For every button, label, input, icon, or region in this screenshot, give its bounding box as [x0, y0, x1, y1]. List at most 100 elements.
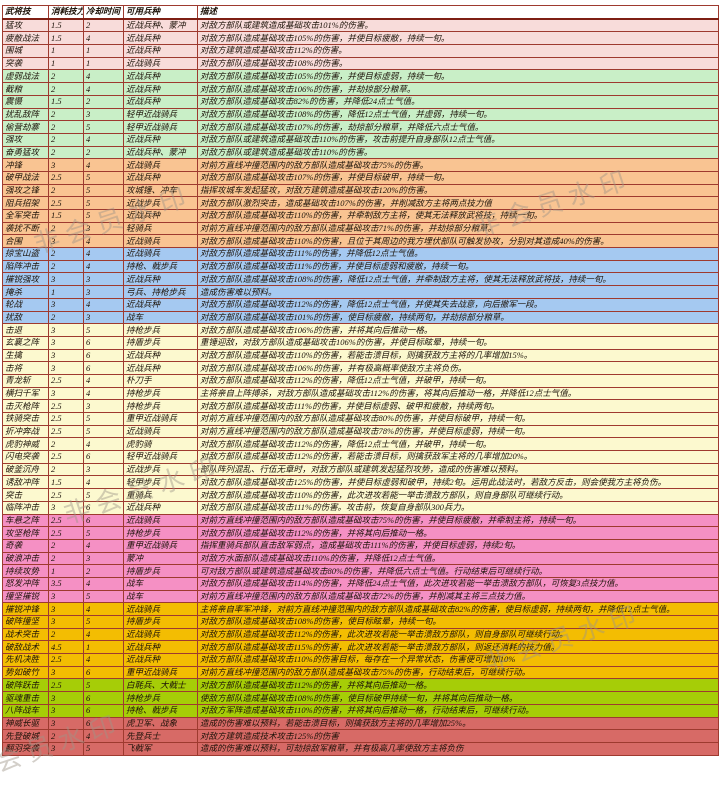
description-cell: 对敌方部队造成基础攻击108%的伤害。: [197, 56, 719, 71]
skill-name-cell: 青龙斩: [2, 373, 49, 388]
table-row: 掠宝山盗 2 4 近战骑兵 对敌方部队造成基础攻击111%的伤害，并降低12点士气值。: [2, 247, 719, 261]
description-cell: 对前方直线冲撞范围内的敌方部队造成基础攻击75%的伤害，并使目标疲敝，并牵制主将…: [197, 513, 719, 528]
table-row: 翻羽突袭 3 5 飞戟军 造成的伤害难以预料，可劫掠敌军粮草，并有极高几率使敌方主将负伤: [2, 741, 719, 756]
skill-name-cell: 掠宝山盗: [2, 247, 49, 261]
units-cell: 近战骑兵: [123, 158, 198, 172]
table-row: 奇袭 2 4 重甲近战骑兵 指挥重骑兵部队直击敌军弱点，造成基础攻击111%的伤害，并使…: [2, 538, 719, 553]
description-cell: 对敌方部队造成基础攻击110%的伤害，且位于其周边的我方埋伏部队可触发协攻，分别…: [197, 234, 719, 249]
cooldown-cell: 6: [83, 500, 124, 515]
skill-name-cell: 撞坚摧锐: [2, 589, 49, 604]
table-row: 破甲战法 2.5 5 近战兵种 对敌方部队造成基础攻击107%的伤害，并使目标破甲，持续…: [2, 170, 719, 185]
skill-name-cell: 偷营劫寨: [2, 120, 49, 134]
table-row: 生擒 3 6 近战兵种 对敌方部队造成基础攻击110%的伤害，若能击溃目标，则擒获敌方主…: [2, 348, 719, 363]
table-row: 临阵冲击 3 6 近战兵种 对敌方部队造成基础攻击111%的伤害。攻击前，恢复自身部队3…: [2, 500, 719, 515]
description-cell: 对前方直线冲撞范围内的敌方部队造成基础攻击72%的伤害，并削减其主将三点技力值。: [197, 589, 719, 604]
units-cell: 近战兵种: [123, 640, 198, 655]
units-cell: 重骑兵: [123, 488, 198, 502]
units-cell: 近战步兵: [123, 196, 198, 210]
cost-cell: 2.5: [48, 488, 84, 502]
units-cell: 近战兵种、蒙冲: [123, 145, 198, 160]
units-cell: 近战兵种: [123, 361, 198, 375]
skill-name-cell: 奋勇猛攻: [2, 145, 49, 160]
cost-cell: 1: [48, 285, 84, 299]
skill-name-cell: 破甲战法: [2, 170, 49, 185]
cost-cell: 3: [48, 615, 84, 629]
cost-cell: 3: [48, 361, 84, 375]
column-header-3: 可用兵种: [123, 4, 198, 20]
description-cell: 对敌方部队造成基础攻击111%的伤害，并使目标虚弱、破甲和疲敝，持续两旬。: [197, 399, 719, 413]
description-cell: 对敌方部队激烈突击，造成基础攻击107%的伤害，并削减敌方主将两点技力值: [197, 196, 719, 210]
units-cell: 虎卫军、战象: [123, 716, 198, 731]
skill-name-cell: 猛攻: [2, 18, 49, 33]
description-cell: 对前方直线冲撞范围内的敌方部队造成基础攻击80%的伤害，并使目标破甲，持续一旬。: [197, 412, 719, 426]
skill-name-cell: 临阵冲击: [2, 500, 49, 515]
table-row: 破釜沉舟 2 3 近战步兵 部队阵列混乱、行伍无章时，对敌方部队或建筑发起猛烈攻势，造成…: [2, 462, 719, 477]
cost-cell: 2: [48, 107, 84, 122]
description-cell: 对敌方部队造成基础攻击105%的伤害，并使目标疲敝，持续一旬。: [197, 31, 719, 46]
cost-cell: 2: [48, 538, 84, 553]
cooldown-cell: 5: [83, 526, 124, 540]
units-cell: 战车: [123, 576, 198, 591]
description-cell: 造成的伤害难以预料，可劫掠敌军粮草，并有极高几率使敌方主将负伤: [197, 741, 719, 756]
description-cell: 对敌方部队造成基础攻击108%的伤害，降低12点士气值，并虚弱，持续一旬。: [197, 107, 719, 122]
description-cell: 对敌方部队造成基础攻击101%的伤害，使目标疲敝，持续两旬，并劫掠部分粮草。: [197, 310, 719, 325]
description-cell: 对敌方部队造成基础攻击112%的伤害，并将其向后推动一格。: [197, 526, 719, 540]
cooldown-cell: 3: [83, 107, 124, 122]
table-row: 冲锋 3 4 近战骑兵 对前方直线冲撞范围内的敌方部队造成基础攻击75%的伤害。: [2, 158, 719, 172]
description-cell: 对敌方部队造成基础攻击110%的伤害，若能击溃目标，则擒获敌方主将的几率增加15…: [197, 348, 719, 363]
skill-name-cell: 突袭: [2, 56, 49, 71]
table-row: 猛攻 1.5 2 近战兵种、蒙冲 对敌方部队或建筑造成基础攻击101%的伤害。: [2, 18, 719, 33]
table-row: 合围 3 4 近战骑兵 对敌方部队造成基础攻击110%的伤害，且位于其周边的我方埋伏部队…: [2, 234, 719, 249]
units-cell: 近战兵种: [123, 94, 198, 109]
table-row: 青龙斩 2.5 4 朴刀手 对敌方部队造成基础攻击112%的伤害，降低12点士气值，并破…: [2, 373, 719, 388]
table-row: 诱敌冲阵 1.5 4 轻甲步兵 对敌方部队造成基础攻击125%的伤害，并使目标虚弱和破甲…: [2, 475, 719, 490]
cost-cell: 2.5: [48, 513, 84, 528]
cooldown-cell: 1: [83, 56, 124, 71]
skill-name-cell: 生擒: [2, 348, 49, 363]
skill-name-cell: 击灭枪阵: [2, 399, 49, 413]
cooldown-cell: 5: [83, 170, 124, 185]
cooldown-cell: 5: [83, 615, 124, 629]
cooldown-cell: 4: [83, 627, 124, 642]
cost-cell: 3: [48, 234, 84, 249]
cooldown-cell: 3: [83, 272, 124, 287]
cost-cell: 2.5: [48, 412, 84, 426]
cost-cell: 3: [48, 665, 84, 680]
skill-name-cell: 破釜沉舟: [2, 462, 49, 477]
units-cell: 近战兵种: [123, 348, 198, 363]
description-cell: 对敌方部队造成基础攻击125%的伤害，并使目标虚弱和破甲，持续2旬。运用此战法时…: [197, 475, 719, 490]
cost-cell: 2: [48, 132, 84, 147]
table-row: 摧锐冲锋 3 4 近战骑兵 主将亲自率军冲锋，对前方直线冲撞范围内的敌方部队造成基础攻击…: [2, 602, 719, 616]
units-cell: 飞戟军: [123, 741, 198, 756]
units-cell: 持枪步兵: [123, 323, 198, 337]
table-row: 袭扰不断 2 3 轻骑兵 对前方直线冲撞范围内的敌方部队造成基础攻击71%的伤害，并劫掠…: [2, 221, 719, 236]
units-cell: 战车: [123, 310, 198, 325]
cost-cell: 4.5: [48, 640, 84, 655]
description-cell: 对敌方部队或建筑造成基础攻击110%的伤害。: [197, 145, 719, 160]
cost-cell: 2: [48, 310, 84, 325]
cooldown-cell: 5: [83, 183, 124, 198]
table-row: 围城 1 1 近战兵种 对敌方建筑造成基础攻击112%的伤害。: [2, 44, 719, 58]
table-row: 攻坚枪阵 2.5 5 持枪步兵 对敌方部队造成基础攻击112%的伤害，并将其向后推动一格…: [2, 526, 719, 540]
description-cell: 对敌方建筑造成技术攻击125%的伤害: [197, 729, 719, 743]
cooldown-cell: 3: [83, 551, 124, 566]
table-row: 势如破竹 3 6 重甲近战骑兵 对前方直线冲撞范围内的敌方部队造成基础攻击75%的伤害，…: [2, 665, 719, 680]
description-cell: 对敌方部队造成基础攻击108%的伤害，使目标眩晕，持续一旬。: [197, 615, 719, 629]
units-cell: 近战兵种: [123, 653, 198, 667]
units-cell: 近战骑兵: [123, 602, 198, 616]
units-cell: 近战骑兵: [123, 234, 198, 249]
cost-cell: 2: [48, 627, 84, 642]
cost-cell: 1.5: [48, 31, 84, 46]
column-header-0: 武将技: [2, 4, 49, 20]
cost-cell: 2.5: [48, 653, 84, 667]
skill-name-cell: 破阵撞坚: [2, 615, 49, 629]
units-cell: 近战兵种: [123, 272, 198, 287]
skill-name-cell: 击退: [2, 323, 49, 337]
units-cell: 先登兵士: [123, 729, 198, 743]
cooldown-cell: 4: [83, 602, 124, 616]
table-row: 铁骑突击 2.5 5 重甲近战骑兵 对前方直线冲撞范围内的敌方部队造成基础攻击80%的伤…: [2, 412, 719, 426]
table-row: 截粮 2 4 近战兵种 对敌方部队造成基础攻击106%的伤害，并劫掠部分粮草。: [2, 82, 719, 96]
units-cell: 轻甲近战骑兵: [123, 120, 198, 134]
cooldown-cell: 4: [83, 729, 124, 743]
table-row: 陷阵冲击 2 4 持枪、戟步兵 对敌方部队造成基础攻击111%的伤害，并使目标虚弱和疲敝…: [2, 259, 719, 274]
